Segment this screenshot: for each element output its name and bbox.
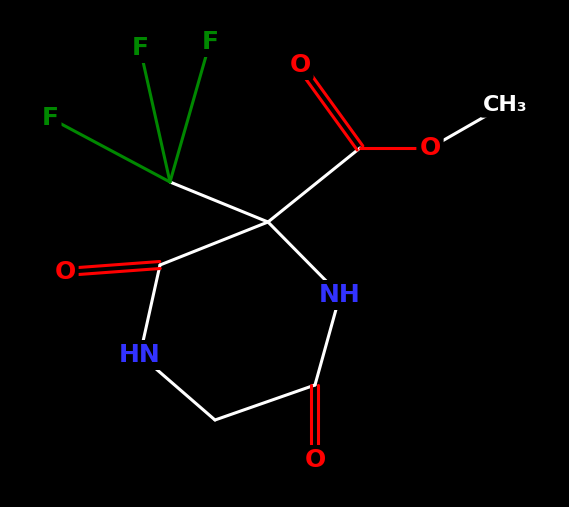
Text: NH: NH <box>319 283 361 307</box>
Text: O: O <box>304 448 325 472</box>
Text: F: F <box>201 30 218 54</box>
Text: CH₃: CH₃ <box>483 95 527 115</box>
Text: HN: HN <box>119 343 161 367</box>
Text: F: F <box>42 106 59 130</box>
Text: O: O <box>419 136 440 160</box>
Text: F: F <box>131 36 149 60</box>
Text: O: O <box>290 53 311 77</box>
Text: O: O <box>55 260 76 284</box>
